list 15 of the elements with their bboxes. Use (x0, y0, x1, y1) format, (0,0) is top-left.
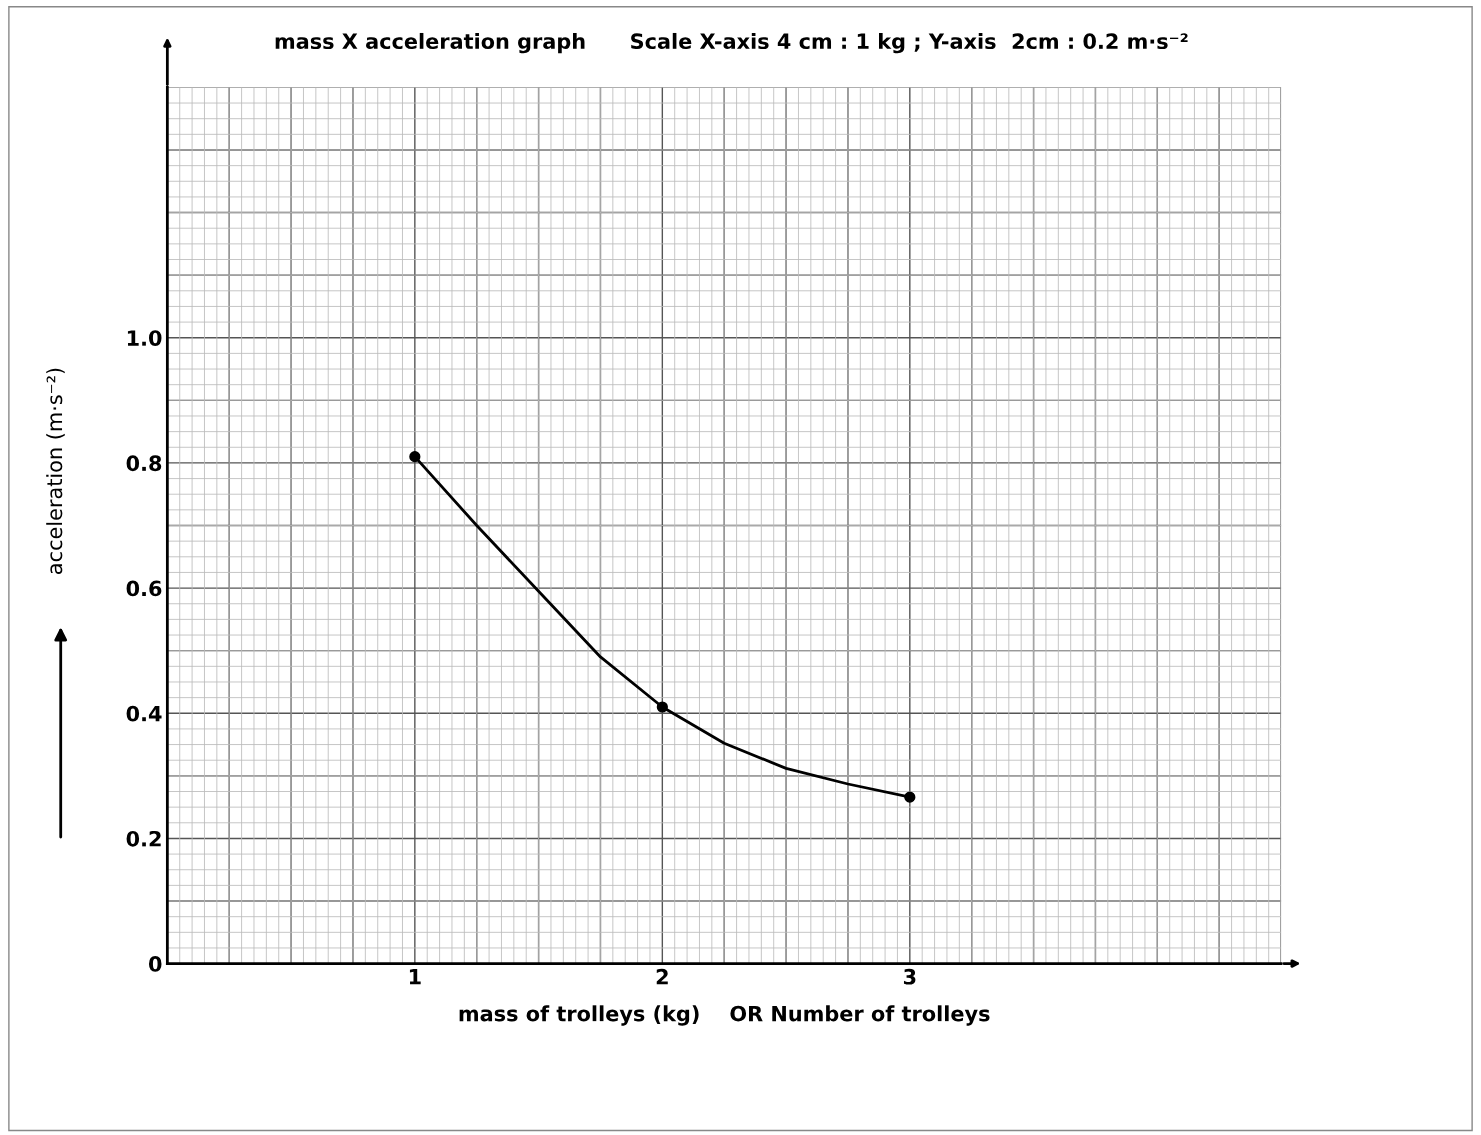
x-tick-label: 3 (903, 968, 916, 985)
y-axis-title: acceleration (m·s⁻²) (46, 368, 65, 574)
point (904, 791, 916, 803)
y-tick-label: 1.0 (127, 330, 162, 346)
y-tick-label: 0.6 (126, 580, 162, 597)
chart-title: mass X acceleration graph Scale X-axis 4 cm : 1 kg ; Y-axis 2cm : 0.2 m·s⁻² (275, 32, 1188, 54)
point (409, 451, 421, 463)
x-tick-label: 2 (656, 968, 668, 985)
y-tick-label: 0.4 (126, 705, 162, 722)
point (656, 701, 668, 713)
y-tick-label: 0.8 (126, 455, 162, 472)
x-tick-label: 1 (409, 969, 421, 985)
y-tick-label: 0 (148, 956, 162, 972)
y-tick-label: 0.2 (126, 830, 161, 847)
x-axis-title: mass of trolleys (kg) OR Number of trolleys (459, 1005, 990, 1026)
